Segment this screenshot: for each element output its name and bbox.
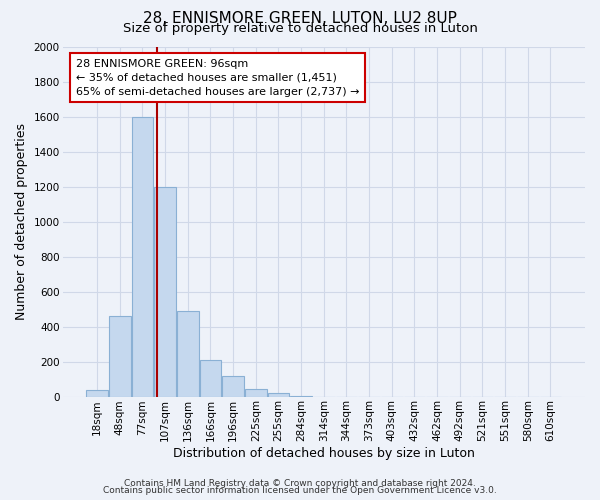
Y-axis label: Number of detached properties: Number of detached properties xyxy=(15,123,28,320)
Text: 28 ENNISMORE GREEN: 96sqm
← 35% of detached houses are smaller (1,451)
65% of se: 28 ENNISMORE GREEN: 96sqm ← 35% of detac… xyxy=(76,59,359,97)
Bar xyxy=(223,376,244,396)
X-axis label: Distribution of detached houses by size in Luton: Distribution of detached houses by size … xyxy=(173,447,475,460)
Bar xyxy=(109,316,131,396)
Bar xyxy=(268,393,289,396)
Text: Contains public sector information licensed under the Open Government Licence v3: Contains public sector information licen… xyxy=(103,486,497,495)
Text: Contains HM Land Registry data © Crown copyright and database right 2024.: Contains HM Land Registry data © Crown c… xyxy=(124,478,476,488)
Bar xyxy=(154,186,176,396)
Bar xyxy=(245,388,266,396)
Bar xyxy=(200,360,221,397)
Bar xyxy=(177,311,199,396)
Text: Size of property relative to detached houses in Luton: Size of property relative to detached ho… xyxy=(122,22,478,35)
Bar xyxy=(86,390,108,396)
Bar xyxy=(131,116,153,396)
Text: 28, ENNISMORE GREEN, LUTON, LU2 8UP: 28, ENNISMORE GREEN, LUTON, LU2 8UP xyxy=(143,11,457,26)
